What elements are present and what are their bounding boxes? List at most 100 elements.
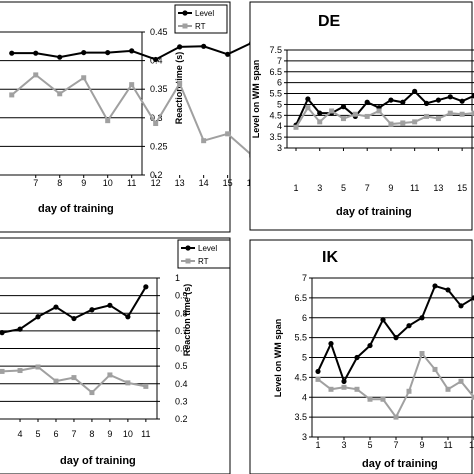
series-line-rt [317, 351, 474, 420]
data-point-rt [458, 378, 464, 384]
data-point-level [445, 287, 451, 293]
data-point-rt [143, 383, 149, 389]
data-point-rt [447, 110, 453, 116]
data-point-level [177, 44, 183, 50]
x-tick-label: 11 [127, 178, 136, 188]
y-axis-title: Level on WM span [251, 60, 261, 139]
data-point-level [225, 51, 231, 57]
data-point-rt [177, 80, 183, 86]
data-point-level [57, 54, 63, 60]
legend-label: RT [198, 257, 209, 266]
y-tick-label: 0.3 [175, 396, 188, 406]
data-point-rt [388, 121, 394, 127]
data-point-rt [129, 82, 135, 88]
y-tick-label: 5 [302, 353, 307, 363]
x-tick-label: 7 [365, 183, 370, 193]
data-point-level [9, 50, 15, 56]
data-point-level [354, 354, 360, 361]
data-point-rt [293, 124, 299, 130]
data-point-rt [424, 113, 430, 119]
data-point-rt [354, 386, 360, 392]
y-tick-label: 0.35 [150, 84, 168, 94]
series-line-level [295, 89, 474, 126]
x-tick-label: 14 [199, 178, 209, 188]
data-point-rt [57, 91, 63, 97]
y-axis-title: Reaction time (s) [174, 52, 184, 125]
legend-marker-level [185, 245, 191, 251]
data-point-level [447, 94, 453, 100]
data-point-level [81, 49, 87, 56]
data-point-rt [125, 380, 131, 386]
data-point-rt [412, 119, 418, 125]
x-tick-label: 8 [89, 429, 94, 439]
x-tick-label: 9 [419, 440, 424, 450]
legend-label: Level [195, 9, 214, 18]
data-point-rt [317, 119, 323, 125]
x-tick-label: 9 [388, 183, 393, 193]
data-point-level [458, 303, 464, 309]
series-line-rt [295, 105, 474, 128]
legend-marker-rt [185, 258, 191, 264]
x-tick-label: 12 [151, 178, 161, 188]
data-point-rt [459, 111, 465, 117]
x-tick-label: 5 [35, 429, 40, 439]
legend-label: RT [195, 22, 206, 31]
data-point-rt [81, 75, 87, 81]
y-tick-label: 1 [175, 273, 180, 283]
x-tick-label: 4 [18, 429, 23, 439]
y-tick-label: 0.8 [175, 308, 188, 318]
y-tick-label: 0.7 [175, 326, 188, 336]
y-tick-label: 3 [277, 143, 282, 153]
data-point-level [423, 100, 430, 106]
legend-label: Level [198, 244, 217, 253]
x-tick-label: 15 [223, 178, 233, 188]
data-point-rt [225, 131, 231, 137]
data-point-level [53, 304, 59, 310]
y-tick-label: 4 [277, 121, 282, 131]
y-tick-label: 0.4 [175, 379, 188, 389]
data-point-rt [380, 396, 386, 402]
data-point-rt [340, 116, 346, 122]
x-tick-label: 5 [341, 183, 346, 193]
y-tick-label: 5.5 [294, 333, 307, 343]
y-tick-label: 6 [302, 313, 307, 323]
y-tick-label: 0.2 [175, 414, 188, 424]
y-axis-title: Reaction time (s) [182, 284, 192, 357]
data-point-level [364, 99, 370, 105]
data-point-level [305, 96, 311, 102]
data-point-level [340, 104, 347, 110]
chart-panel-4: 33.544.555.566.5713579111315day of train… [249, 239, 474, 474]
y-tick-label: 7 [302, 273, 307, 283]
data-point-rt [153, 121, 159, 127]
panel-title: IK [322, 249, 338, 266]
data-point-rt [53, 378, 59, 384]
y-tick-label: 0.3 [150, 113, 163, 123]
x-tick-label: 3 [341, 440, 346, 450]
x-tick-label: 9 [107, 429, 112, 439]
y-tick-label: 5.5 [269, 89, 282, 99]
y-tick-label: 4.5 [294, 372, 307, 382]
x-tick-label: 1 [293, 183, 298, 193]
y-tick-label: 0.9 [175, 291, 188, 301]
chart-panel-3: 0.2 0.3 0.4 0.5 0.6 0.7 0.8 0.9 1 4 5 6 7 8 9 10 11 day o… [0, 237, 231, 474]
x-tick-label: 15 [457, 183, 467, 193]
data-point-level [0, 330, 5, 336]
y-tick-label: 7 [277, 56, 282, 66]
data-point-level [107, 302, 113, 308]
x-axis-title: day of training [38, 203, 114, 215]
data-point-level [105, 49, 111, 56]
panel-frame [0, 237, 231, 474]
data-point-rt [419, 351, 425, 357]
data-point-rt [445, 386, 451, 392]
data-point-rt [406, 388, 412, 394]
data-point-rt [33, 72, 39, 78]
data-point-level [143, 284, 149, 290]
data-point-rt [432, 366, 438, 372]
y-tick-label: 0.2 [150, 170, 163, 180]
data-point-rt [9, 92, 15, 98]
x-tick-label: 6 [53, 429, 58, 439]
data-point-level [89, 307, 95, 313]
y-tick-label: 3 [302, 432, 307, 442]
data-point-rt [471, 110, 474, 116]
